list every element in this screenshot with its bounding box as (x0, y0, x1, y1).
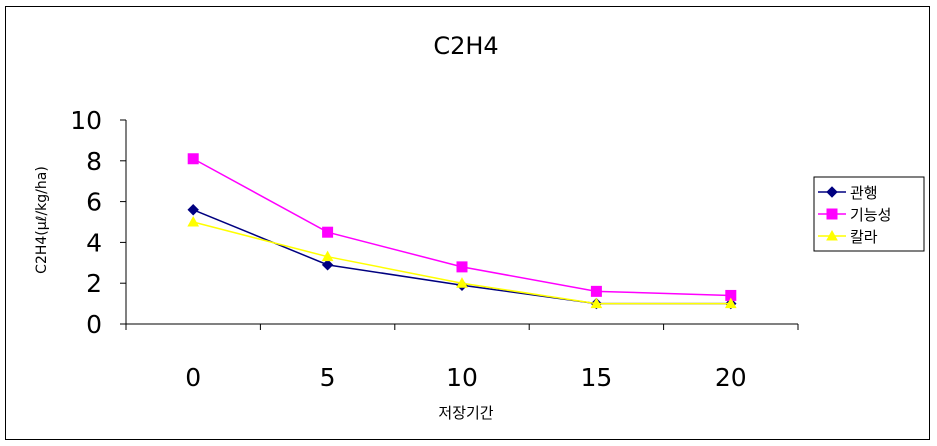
data-point (187, 153, 199, 165)
y-tick-label: 2 (86, 269, 102, 298)
data-point (724, 297, 737, 309)
y-tick-label: 6 (86, 188, 102, 217)
x-tick-label: 0 (185, 363, 201, 392)
y-tick-label: 8 (86, 147, 102, 176)
data-point (187, 215, 200, 227)
chart-title: C2H4 (433, 32, 498, 60)
x-tick-label: 10 (446, 363, 478, 392)
x-tick-label: 5 (320, 363, 336, 392)
data-point (590, 297, 603, 309)
series-line (192, 158, 731, 297)
data-point (456, 277, 468, 288)
legend-label: 관행 (850, 184, 878, 202)
series-3 (187, 215, 737, 309)
legend-entry: 칼라 (818, 228, 878, 246)
y-tick-label: 4 (86, 228, 102, 257)
series-layer (187, 153, 737, 310)
data-point (321, 259, 334, 271)
y-tick-label: 0 (86, 310, 102, 339)
chart-frame (5, 6, 930, 440)
x-tick-label: 15 (580, 363, 612, 392)
axes: 0 2 4 6 8 10 0 5 10 15 20 (70, 106, 799, 392)
data-point (187, 204, 199, 216)
legend-label: 칼라 (850, 228, 878, 246)
legend-label: 기능성 (850, 206, 891, 224)
data-point (321, 250, 334, 262)
y-tick-label: 10 (70, 106, 102, 135)
data-point (590, 285, 602, 297)
data-point (456, 261, 468, 273)
legend-marker (826, 208, 838, 220)
legend-marker (826, 229, 838, 241)
y-axis-label: C2H4(μℓ/kg/ha) (34, 166, 50, 274)
x-tick-label: 20 (715, 363, 747, 392)
series-2 (187, 153, 737, 301)
x-axis-label: 저장기간 (438, 404, 493, 422)
legend-entry: 관행 (818, 184, 878, 202)
legend-entry: 기능성 (818, 206, 891, 224)
legend-marker (826, 186, 838, 198)
data-point (322, 226, 334, 238)
